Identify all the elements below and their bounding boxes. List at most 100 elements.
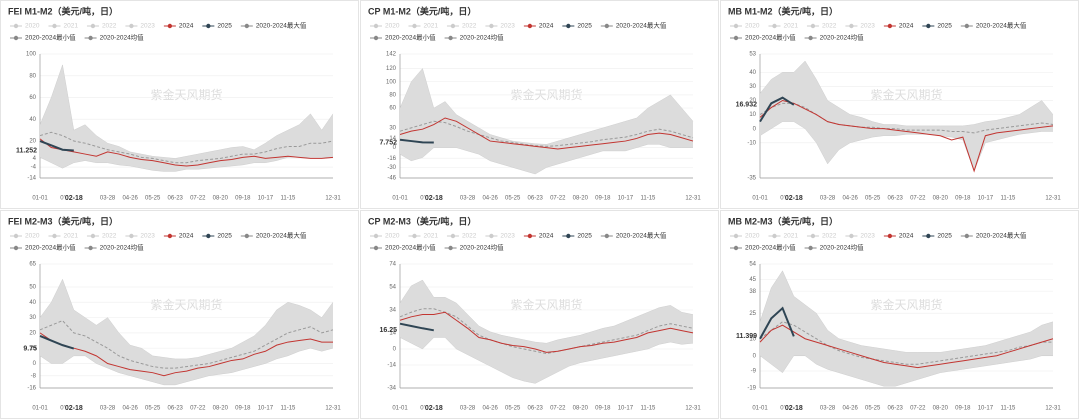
x-tick-label: 02-18 bbox=[425, 195, 443, 202]
series-line bbox=[759, 60, 1054, 127]
x-tick-label: 09-18 bbox=[235, 406, 251, 412]
x-tick-label: 07-22 bbox=[190, 196, 206, 202]
series-line bbox=[399, 138, 434, 144]
x-tick-label: 12-31 bbox=[685, 406, 701, 412]
legend-marker bbox=[604, 23, 610, 29]
legend-marker bbox=[129, 233, 134, 239]
value-label: 11.399 bbox=[736, 333, 757, 340]
watermark: 紫金天风期货 bbox=[870, 87, 942, 102]
chart-title: CP M1-M2（美元/吨，日） bbox=[368, 5, 476, 16]
y-tick-label: 14 bbox=[389, 330, 396, 336]
legend-label: 2025 bbox=[217, 233, 232, 240]
x-tick-label: 05-25 bbox=[505, 406, 521, 412]
x-tick-label: 07-22 bbox=[550, 406, 566, 412]
legend-label: 2022 bbox=[462, 23, 477, 30]
legend-label: 2020-2024均值 bbox=[460, 243, 505, 252]
range-band bbox=[760, 61, 1053, 171]
x-tick-label: 12-31 bbox=[1045, 196, 1061, 202]
legend-label: 2023 bbox=[140, 23, 155, 30]
legend-marker bbox=[733, 245, 739, 251]
legend-label: 2025 bbox=[577, 233, 592, 240]
y-tick-label: -10 bbox=[747, 140, 756, 146]
legend-label: 2020-2024最小值 bbox=[745, 243, 796, 252]
range-band bbox=[40, 64, 333, 172]
watermark: 紫金天风期货 bbox=[870, 297, 942, 312]
legend-marker bbox=[13, 245, 19, 251]
x-tick-label: 10-17 bbox=[978, 406, 994, 412]
y-tick-label: 0 bbox=[393, 347, 397, 353]
legend-label: 2022 bbox=[102, 23, 117, 30]
watermark: 紫金天风期货 bbox=[510, 297, 582, 312]
legend-label: 2020-2024最大值 bbox=[976, 21, 1027, 30]
legend-marker bbox=[733, 23, 739, 29]
x-tick-label: 11-15 bbox=[640, 406, 656, 412]
x-tick-label: 04-26 bbox=[842, 196, 858, 202]
legend-marker bbox=[244, 233, 250, 239]
y-tick-label: 120 bbox=[386, 66, 397, 72]
series-line bbox=[39, 347, 334, 386]
x-tick-label: 04-26 bbox=[482, 196, 498, 202]
legend-label: 2024 bbox=[179, 23, 194, 30]
legend-marker bbox=[566, 233, 571, 239]
legend-label: 2020-2024最大值 bbox=[256, 231, 307, 240]
x-tick-label: 11-15 bbox=[280, 406, 296, 412]
legend-marker bbox=[244, 23, 250, 29]
range-band bbox=[400, 68, 693, 175]
chart-panel: FEI M2-M3（美元/吨，日） 紫金天风期货 -16 -8 0 10 20 30 40 50 6… bbox=[0, 210, 360, 419]
x-tick-label: 06-23 bbox=[528, 196, 544, 202]
y-tick-label: 4 bbox=[33, 156, 37, 162]
y-tick-label: 142 bbox=[386, 52, 397, 58]
legend-label: 2021 bbox=[423, 233, 438, 240]
legend-label: 2020-2024最大值 bbox=[256, 21, 307, 30]
x-tick-label: 03-28 bbox=[460, 406, 476, 412]
legend-marker bbox=[13, 35, 19, 41]
legend-marker bbox=[887, 233, 893, 239]
series-line bbox=[39, 131, 334, 164]
y-tick-label: -4 bbox=[31, 165, 37, 171]
legend-label: 2020 bbox=[745, 233, 760, 240]
y-tick-label: 74 bbox=[389, 262, 396, 268]
legend-marker bbox=[129, 23, 134, 29]
legend-marker bbox=[373, 35, 379, 41]
x-tick-label: 09-18 bbox=[955, 196, 971, 202]
series-line bbox=[399, 322, 434, 332]
legend-marker bbox=[566, 23, 571, 29]
x-tick-label: 04-26 bbox=[122, 406, 138, 412]
legend-marker bbox=[167, 233, 173, 239]
x-tick-label: 08-20 bbox=[573, 406, 589, 412]
legend-marker bbox=[926, 233, 931, 239]
y-tick-label: 50 bbox=[29, 285, 36, 291]
y-tick-label: 14 bbox=[389, 136, 396, 142]
legend-label: 2020-2024最大值 bbox=[616, 231, 667, 240]
y-tick-label: -16 bbox=[387, 156, 396, 162]
series-line bbox=[39, 64, 334, 159]
x-tick-label: 06-23 bbox=[528, 406, 544, 412]
legend-label: 2020-2024均值 bbox=[100, 243, 145, 252]
legend-label: 2020-2024最小值 bbox=[385, 33, 436, 42]
legend-marker bbox=[88, 35, 93, 41]
y-tick-label: -14 bbox=[27, 176, 36, 182]
x-tick-label: 08-20 bbox=[933, 406, 949, 412]
chart-panel: MB M1-M2（美元/吨，日） 紫金天风期货 -35 -10 0 10 20 30 40 53 0… bbox=[720, 0, 1080, 209]
chart-title: FEI M2-M3（美元/吨，日） bbox=[8, 215, 118, 226]
legend-marker bbox=[964, 23, 970, 29]
series-line bbox=[759, 270, 1054, 353]
legend-marker bbox=[926, 23, 931, 29]
x-tick-label: 02-18 bbox=[425, 405, 443, 412]
x-tick-label: 02-18 bbox=[65, 405, 83, 412]
x-tick-label: 0' bbox=[420, 196, 424, 202]
series-line bbox=[39, 157, 333, 172]
x-tick-label: 01-01 bbox=[32, 406, 48, 412]
series-line bbox=[39, 332, 333, 377]
series-line bbox=[399, 117, 694, 150]
y-tick-label: -35 bbox=[747, 176, 756, 182]
legend-marker bbox=[810, 233, 816, 239]
legend-marker bbox=[733, 233, 739, 239]
x-tick-label: 03-28 bbox=[100, 196, 116, 202]
y-tick-label: 10 bbox=[749, 112, 756, 118]
legend-marker bbox=[412, 233, 417, 239]
legend-label: 2021 bbox=[423, 23, 438, 30]
x-tick-label: 01-01 bbox=[32, 196, 48, 202]
y-tick-label: 30 bbox=[389, 125, 396, 131]
series-line bbox=[39, 335, 75, 350]
